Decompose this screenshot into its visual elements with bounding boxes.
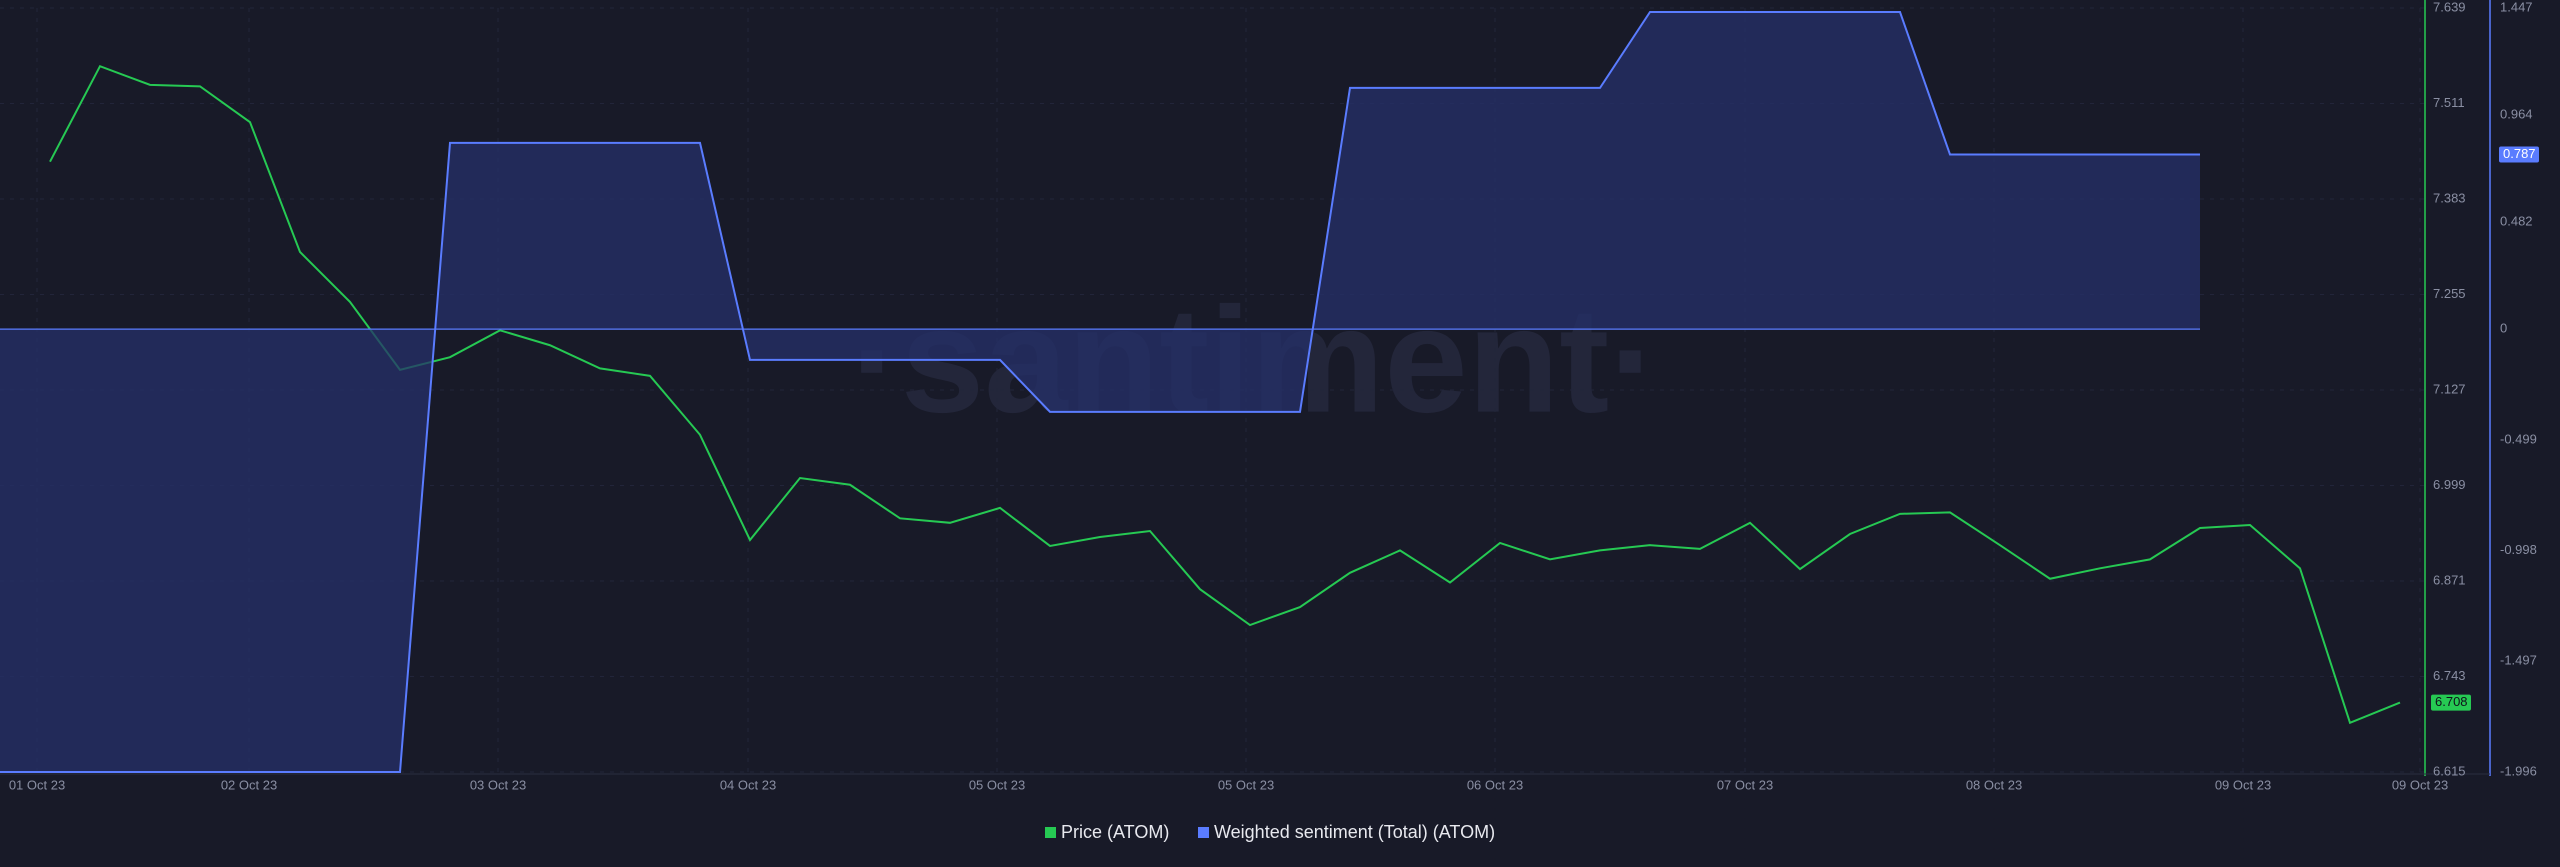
x-tick-label: 02 Oct 23 [221,777,277,792]
series-line [0,10,2200,773]
last-value-label: 0.787 [2503,146,2536,161]
y-tick-label: 7.511 [2433,95,2465,110]
last-value-label: 6.708 [2435,694,2468,709]
y2-tick-label: -1.497 [2500,653,2537,668]
last-value-badge [2431,694,2471,711]
legend-swatch [1198,827,1209,838]
y-tick-label: 7.127 [2433,381,2466,396]
y-tick-label: 6.615 [2433,763,2466,778]
y2-tick-label: 0 [2500,321,2507,336]
legend-label: Price (ATOM) [1061,822,1169,842]
x-tick-label: 09 Oct 23 [2215,777,2271,792]
y-tick-label: 7.639 [2433,0,2466,14]
y2-tick-label: -1.996 [2500,763,2537,778]
legend-swatch [1045,827,1056,838]
y-tick-label: 7.383 [2433,190,2466,205]
x-tick-label: 01 Oct 23 [9,777,65,792]
y-tick-label: 7.255 [2433,286,2466,301]
y-tick-label: 6.999 [2433,477,2466,492]
y2-tick-label: 1.447 [2500,0,2533,14]
y-tick-label: 6.871 [2433,572,2466,587]
x-tick-label: 06 Oct 23 [1467,777,1523,792]
sentiment-area [0,11,2200,772]
x-tick-label: 03 Oct 23 [470,777,526,792]
x-tick-label: 09 Oct 23 [2392,777,2448,792]
y2-tick-label: 0.964 [2500,107,2533,122]
y2-tick-label: 0.482 [2500,214,2533,229]
x-tick-label: 07 Oct 23 [1717,777,1773,792]
x-tick-label: 05 Oct 23 [1218,777,1274,792]
y2-tick-label: -0.499 [2500,431,2537,446]
last-value-badge [2499,146,2539,163]
legend-label: Weighted sentiment (Total) (ATOM) [1214,822,1495,842]
y2-tick-label: -0.998 [2500,542,2537,557]
series-line [49,64,2401,725]
x-tick-label: 04 Oct 23 [720,777,776,792]
x-tick-label: 05 Oct 23 [969,777,1025,792]
x-tick-label: 08 Oct 23 [1966,777,2022,792]
y-tick-label: 6.743 [2433,668,2466,683]
